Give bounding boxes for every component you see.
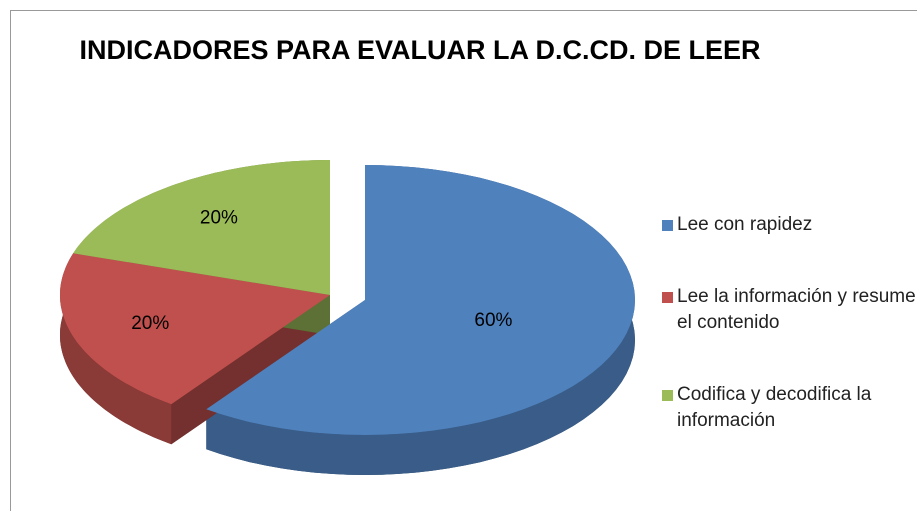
legend-item: Lee con rapidez [660, 212, 917, 238]
pie-slice [73, 160, 330, 295]
pie-slice [206, 165, 636, 435]
slice-side [60, 253, 172, 445]
legend-swatch [662, 220, 673, 231]
data-label: 20% [200, 208, 238, 229]
legend-swatch [662, 390, 673, 401]
chart-title: INDICADORES PARA EVALUAR LA D.C.CD. DE L… [79, 35, 761, 65]
legend-item: Lee la información y resume el contenido [660, 284, 917, 336]
legend-item: Codifica y decodifica la información [660, 382, 917, 434]
legend-label: Lee con rapidez [677, 214, 813, 235]
pie-slice [60, 253, 330, 405]
slice-side [206, 165, 636, 475]
chart-frame [10, 10, 917, 511]
legend-label: Lee la información y resume el contenido [677, 286, 916, 333]
legend-swatch [662, 292, 673, 303]
legend: Lee con rapidez Lee la información y resu… [660, 212, 917, 434]
data-label: 60% [474, 310, 512, 331]
legend-label: Codifica y decodifica la información [677, 384, 872, 431]
data-label: 20% [131, 313, 169, 334]
